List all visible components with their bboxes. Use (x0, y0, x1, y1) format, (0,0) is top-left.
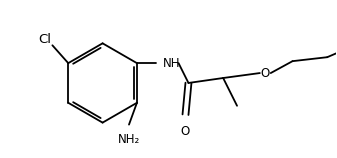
Text: O: O (181, 125, 190, 138)
Text: Cl: Cl (38, 33, 51, 46)
Text: O: O (260, 67, 269, 79)
Text: NH₂: NH₂ (118, 133, 140, 146)
Text: NH: NH (163, 57, 180, 70)
